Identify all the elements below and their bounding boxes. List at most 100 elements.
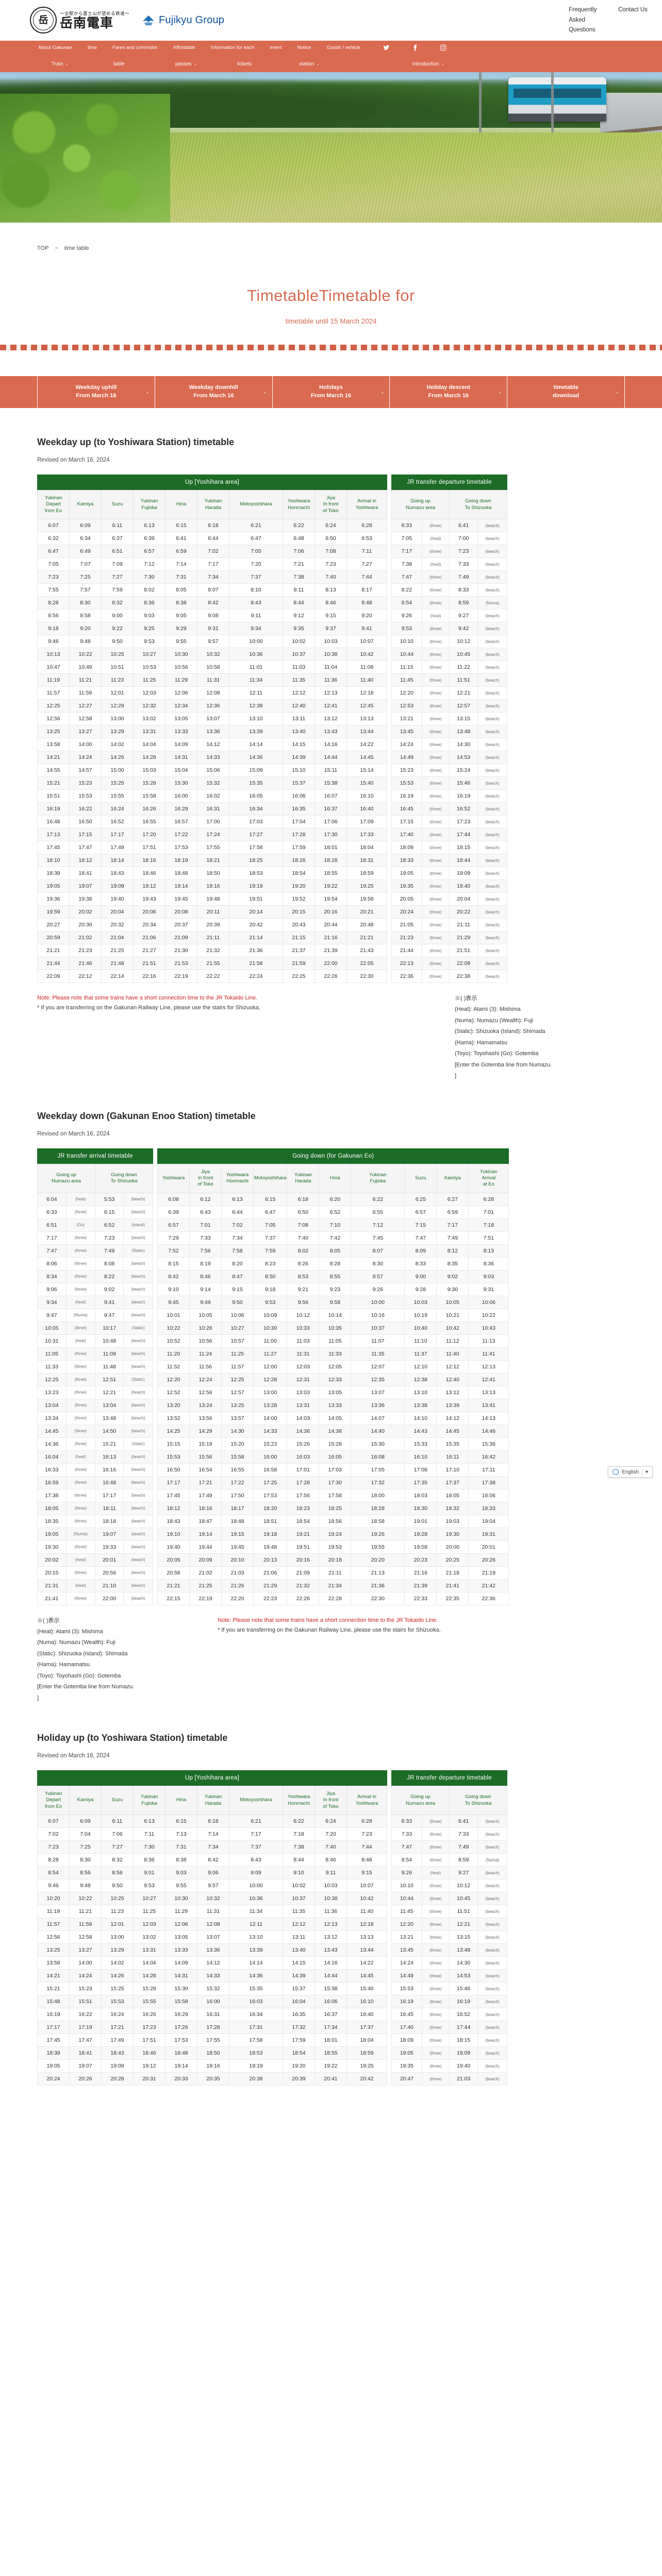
table-cell: 7:47 bbox=[391, 570, 422, 584]
subnav-passes[interactable]: passes ⌄ bbox=[175, 61, 197, 67]
table-cell: 17:04 bbox=[283, 815, 315, 828]
table-cell: 7:49 bbox=[94, 1244, 124, 1258]
table-cell: 7:14 bbox=[197, 1827, 229, 1841]
language-selector[interactable]: English ▾ bbox=[608, 1466, 653, 1478]
table-cell: 21:29 bbox=[253, 1579, 288, 1592]
table-cell: (three) bbox=[421, 1982, 450, 1995]
table-cell: 7:49 bbox=[436, 1231, 469, 1245]
table-cell: 11:57 bbox=[37, 686, 70, 700]
section1-right-block: JR transfer departure timetable Going up… bbox=[391, 474, 507, 983]
table-cell: 7:20 bbox=[315, 1827, 347, 1841]
table-cell: 8:50 bbox=[253, 1269, 288, 1283]
table-cell: 15:20 bbox=[221, 1437, 254, 1451]
table-cell: 16:54 bbox=[189, 1463, 222, 1477]
table-cell: 10:32 bbox=[197, 648, 229, 661]
tab-timetable-download[interactable]: timetable download ⌄ bbox=[507, 376, 625, 408]
table-cell: (three) bbox=[421, 764, 450, 777]
subnav-introduction[interactable]: introduction ⌄ bbox=[412, 61, 444, 67]
tab-holidays[interactable]: Holidays From March 16 ⌄ bbox=[272, 376, 390, 408]
table-cell: 13:43 bbox=[315, 1943, 347, 1957]
table-cell: 12:03 bbox=[133, 1918, 166, 1931]
legend-line: (Hama): Hamamatsu bbox=[455, 1039, 508, 1046]
table-cell: 17:45 bbox=[157, 1488, 190, 1502]
nav-affordable[interactable]: Affordable bbox=[173, 45, 195, 50]
table-cell: 7:44 bbox=[346, 1840, 387, 1854]
table-cell: 13:05 bbox=[319, 1385, 352, 1399]
table-row: 9:06 (three) 9:02 (beach) bbox=[37, 1282, 153, 1296]
table-cell: 8:36 bbox=[133, 1853, 166, 1867]
table-cell: 15:53 bbox=[69, 789, 102, 803]
table-cell: 16:05 bbox=[319, 1450, 352, 1464]
subnav-station[interactable]: station ⌄ bbox=[299, 61, 320, 67]
table-cell: 14:21 bbox=[37, 751, 70, 764]
nav-event[interactable]: event bbox=[270, 45, 282, 50]
nav-time[interactable]: time bbox=[88, 45, 97, 50]
table-cell: 9:23 bbox=[319, 1282, 352, 1296]
subnav-table[interactable]: table bbox=[113, 61, 125, 67]
table-cell: (beach) bbox=[123, 1579, 153, 1592]
table-cell: 10:16 bbox=[351, 1308, 405, 1322]
table-row: 17:15 (three) 17:23 (beach) bbox=[391, 815, 507, 828]
table-cell: 6:49 bbox=[69, 545, 102, 558]
table-cell: 16:00 bbox=[165, 789, 197, 803]
facebook-icon[interactable] bbox=[411, 44, 418, 51]
table-cell: (beach) bbox=[477, 841, 507, 854]
table-cell: 18:53 bbox=[229, 867, 283, 880]
table-cell: 18:25 bbox=[319, 1501, 352, 1515]
table-cell: (Static) bbox=[123, 1437, 153, 1451]
table-cell: 16:24 bbox=[101, 802, 134, 816]
table-cell: (beach) bbox=[477, 673, 507, 687]
table-row: 9:47 (Numa) 9:47 (beach) bbox=[37, 1308, 153, 1322]
table-cell: 21:04 bbox=[101, 931, 134, 944]
table-cell: 9:55 bbox=[165, 1879, 197, 1892]
table-cell: 18:48 bbox=[221, 1514, 254, 1528]
table-cell: 10:32 bbox=[197, 1892, 229, 1905]
contact-link[interactable]: Contact Us bbox=[618, 7, 648, 13]
table-row: 20:05 20:09 20:10 20:13 20:16 20:18 20:20 20:23… bbox=[157, 1553, 509, 1567]
nav-information-for-each[interactable]: Information for each bbox=[210, 45, 255, 50]
subnav-train[interactable]: Train ⌄ bbox=[52, 61, 69, 67]
table-row: 14:36 (three) 15:21 (Static) bbox=[37, 1437, 153, 1451]
table-cell: 14:00 bbox=[253, 1411, 288, 1425]
tab-weekday-downhill[interactable]: Weekday downhill From March 16 ⌄ bbox=[154, 376, 272, 408]
table-cell: 14:16 bbox=[315, 738, 347, 751]
nav-about-gakunan[interactable]: About Gakunan bbox=[38, 45, 73, 50]
table-cell: 7:11 bbox=[346, 545, 387, 558]
table-cell: 19:26 bbox=[351, 1527, 405, 1541]
table-cell: 19:24 bbox=[319, 1527, 352, 1541]
table-cell: 6:32 bbox=[37, 532, 70, 545]
table-row: 13:04 (three) 13:04 (beach) bbox=[37, 1398, 153, 1412]
site-logo[interactable]: 岳 ～全駅から富士山が望める鉄道～ 岳南電車 Fujikyu Group bbox=[0, 7, 224, 33]
table-cell: 17:25 bbox=[253, 1476, 288, 1489]
subnav-tickets[interactable]: tickets bbox=[237, 61, 252, 67]
twitter-icon[interactable] bbox=[383, 44, 390, 51]
tab-holiday-descent[interactable]: Holiday descent From March 16 ⌄ bbox=[389, 376, 507, 408]
table-cell: (beach) bbox=[477, 609, 507, 622]
table-cell: 21:37 bbox=[283, 944, 315, 957]
table-cell: 21:25 bbox=[189, 1579, 222, 1592]
table-cell: 15:46 bbox=[449, 776, 478, 790]
fujikyu-group-logo[interactable]: Fujikyu Group bbox=[142, 14, 224, 26]
nav-fares-commuter[interactable]: Fares and commuter bbox=[112, 45, 158, 50]
nav-notice[interactable]: Notice bbox=[297, 45, 311, 50]
table-cell: 17:09 bbox=[346, 815, 387, 828]
table-row: 7:55 7:57 7:59 8:02 8:05 8:07 8:10 8:11 8:13 8:17 bbox=[37, 583, 387, 597]
table-cell: 12:41 bbox=[468, 1372, 509, 1386]
nav-goods-vehicle[interactable]: Goods / vehicle bbox=[326, 45, 360, 50]
breadcrumb-home[interactable]: TOP bbox=[37, 245, 49, 251]
table-cell: (beach) bbox=[477, 931, 507, 944]
faq-link[interactable]: Frequently Asked Questions bbox=[569, 7, 597, 33]
table-cell: 7:37 bbox=[229, 570, 283, 584]
column-header: Hina bbox=[165, 490, 197, 519]
table-row: 16:59 (three) 16:48 (beach) bbox=[37, 1476, 153, 1489]
table-cell: (heat) bbox=[421, 1866, 450, 1879]
table-cell: 16:07 bbox=[315, 789, 347, 803]
tab-weekday-uphill[interactable]: Weekday uphill From March 16 ⌄ bbox=[37, 376, 155, 408]
table-cell: 17:38 bbox=[37, 1488, 67, 1502]
table-row: 13:34 (three) 13:48 (beach) bbox=[37, 1411, 153, 1425]
table-cell: 9:27 bbox=[449, 609, 478, 622]
table-cell: 8:02 bbox=[133, 583, 166, 597]
table-cell: 21:18 bbox=[436, 1566, 469, 1580]
instagram-icon[interactable] bbox=[440, 44, 446, 51]
table-cell: 21:09 bbox=[287, 1566, 320, 1580]
